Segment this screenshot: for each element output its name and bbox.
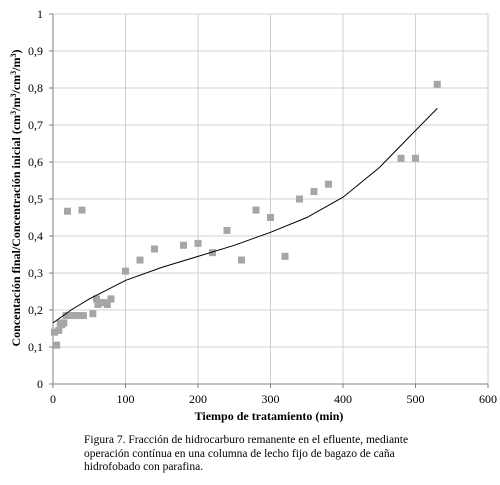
y-tick-label: 0,3 [28,266,43,280]
y-tick-label: 0,8 [28,81,43,95]
y-tick-label: 0,7 [28,118,43,132]
data-point [122,267,129,275]
data-point [252,206,260,214]
data-point [62,312,70,320]
data-point [103,300,111,308]
y-label-superscript: 3 [9,54,18,58]
data-point [209,249,216,257]
data-point [325,180,332,188]
data-point [67,312,75,320]
data-point [412,154,419,162]
y-label-text: /cm [9,75,23,95]
data-point [194,239,202,247]
data-point [151,245,158,253]
x-tick-label: 500 [407,392,425,406]
data-point [93,295,100,303]
chart: 0 0,1 0,2 0,3 0,4 0,5 0,6 0,7 0,8 0,9 1 0 100 200 300 4… [9,7,498,423]
data-point [267,214,274,221]
y-label-superscript: 3 [9,94,18,98]
axes [49,13,489,388]
data-point [78,206,86,214]
caption-line-2: operación contínua en una columna de lec… [84,447,395,460]
y-label-text: Concentación final/Concentración inicial… [9,115,23,347]
data-point [50,328,58,336]
y-tick-label: 0,6 [28,155,43,169]
y-tick-label: 0,9 [28,44,43,58]
data-point [296,195,303,203]
data-point [100,299,108,307]
x-axis-label: Tiempo de tratamiento (min) [195,409,344,423]
y-tick-label: 1 [37,7,43,21]
data-point [60,319,68,327]
data-point [136,256,144,264]
figure-caption: Figura 7. Fracción de hidrocarburo reman… [84,434,474,475]
data-point [71,312,79,320]
x-tick-label: 400 [334,392,352,406]
y-label-superscript: 3 [9,71,18,75]
data-point [53,341,61,349]
data-point [79,312,87,320]
y-tick-label: 0 [37,377,43,391]
x-tick-label: 200 [189,392,207,406]
x-tick-label: 100 [117,392,135,406]
data-point [223,226,231,234]
caption-line-3: hidrofobado con parafina. [84,461,204,473]
y-tick-label: 0,4 [28,229,43,243]
data-point [74,312,82,320]
data-point [64,207,71,215]
data-point [107,295,115,303]
y-label-text: ) [9,50,23,54]
y-tick-label: 0,1 [28,340,43,354]
data-point [96,299,104,307]
caption-line-1: Figura 7. Fracción de hidrocarburo reman… [84,434,409,446]
x-tick-label: 600 [479,392,497,406]
y-tick-label: 0,2 [28,303,43,317]
y-tick-label: 0,5 [28,192,43,206]
data-point [397,154,405,162]
data-point [180,241,187,249]
y-axis-label: Concentación final/Concentración inicial… [9,50,24,347]
trend-line [52,108,438,324]
y-label-text: /m [9,58,23,72]
data-point [55,326,63,334]
y-label-text: /m [9,98,23,112]
tick-labels: 0 0,1 0,2 0,3 0,4 0,5 0,6 0,7 0,8 0,9 1 0 100 200 300 4… [28,7,497,406]
data-point [238,256,245,264]
x-tick-label: 300 [262,392,280,406]
y-label-superscript: 3 [9,111,18,115]
data-point [89,310,97,318]
data-point [281,252,289,260]
data-point [433,80,441,88]
x-tick-label: 0 [50,392,56,406]
grid [52,13,489,385]
data-point [310,188,318,196]
data-marks [50,80,441,349]
